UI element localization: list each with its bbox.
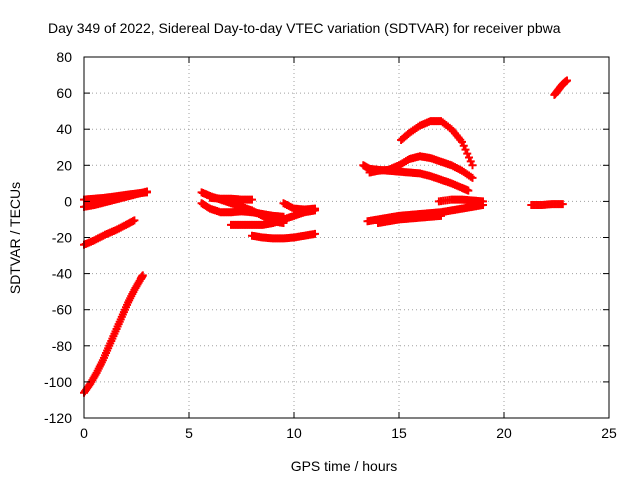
data-series-arc-10 [279, 199, 319, 214]
data-series-arc-2 [80, 187, 151, 211]
data-point [311, 204, 319, 213]
y-tick-label: -100 [44, 374, 72, 390]
data-series-arc-4 [80, 271, 147, 397]
data-series-arc-15 [374, 211, 445, 228]
axes: 0 5 10 15 20 25 -120 -100 -80 -60 -40 -20 0 20 40 60 80 [44, 49, 617, 441]
x-tick-label: 10 [286, 425, 302, 441]
data-series-arc-13 [397, 117, 477, 170]
x-tick-label: 0 [80, 425, 88, 441]
x-tick-label: 5 [185, 425, 193, 441]
data-point [468, 173, 477, 182]
data-point [468, 161, 477, 170]
y-tick-label: 20 [56, 157, 72, 173]
data-point [558, 200, 567, 209]
chart-title: Day 349 of 2022, Sidereal Day-to-day VTE… [48, 20, 561, 36]
data-point [248, 195, 256, 204]
grid [84, 57, 609, 418]
y-tick-label: -80 [52, 338, 72, 354]
y-tick-label: -60 [52, 302, 72, 318]
data-point [463, 149, 472, 158]
data-series-arc-18 [550, 76, 571, 99]
x-tick-label: 15 [391, 425, 407, 441]
y-tick-label: 40 [56, 121, 72, 137]
y-axis-label: SDTVAR / TECUs [7, 182, 23, 294]
data-point [479, 197, 487, 206]
data-point [143, 187, 151, 196]
y-tick-label: -20 [52, 230, 72, 246]
data-point [466, 157, 475, 166]
data-series-group [80, 76, 571, 397]
x-axis-label: GPS time / hours [291, 458, 398, 474]
data-point [138, 271, 147, 280]
data-series-arc-16 [434, 195, 487, 206]
data-point [130, 216, 139, 225]
data-point [464, 186, 473, 195]
y-tick-label: 80 [56, 49, 72, 65]
data-series-arc-9 [248, 229, 319, 243]
data-series-arc-3 [80, 216, 139, 249]
y-tick-label: -40 [52, 266, 72, 282]
plot-frame [83, 56, 610, 419]
data-point [465, 153, 473, 162]
data-series-arc-12 [365, 152, 477, 182]
y-tick-label: -120 [44, 410, 72, 426]
y-tick-label: 60 [56, 85, 72, 101]
data-point [311, 229, 319, 238]
data-series-arc-7 [206, 193, 256, 204]
data-point [437, 211, 445, 220]
y-tick-label: 0 [64, 193, 72, 209]
data-point [461, 145, 470, 154]
data-series-arc-17 [527, 200, 567, 210]
data-point [563, 76, 571, 85]
x-tick-label: 20 [496, 425, 512, 441]
x-tick-label: 25 [601, 425, 617, 441]
